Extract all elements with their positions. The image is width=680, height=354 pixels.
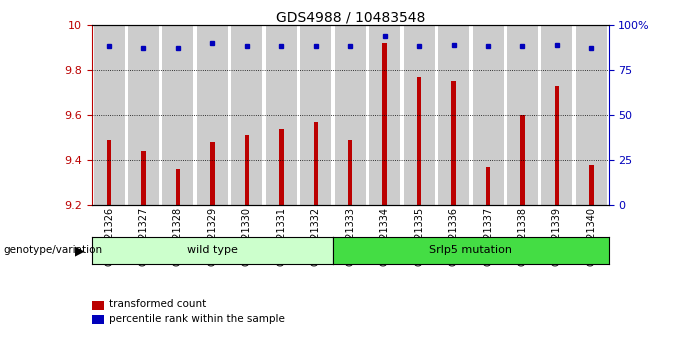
- Text: transformed count: transformed count: [109, 299, 206, 309]
- Bar: [507, 25, 538, 205]
- Bar: [94, 25, 124, 205]
- Text: genotype/variation: genotype/variation: [3, 245, 103, 256]
- Text: ▶: ▶: [75, 244, 85, 257]
- Bar: [210, 142, 215, 205]
- Bar: [473, 25, 503, 205]
- Bar: [520, 115, 525, 205]
- Bar: [163, 25, 193, 205]
- Bar: [541, 25, 573, 205]
- Bar: [348, 140, 352, 205]
- Bar: [335, 25, 366, 205]
- Bar: [231, 25, 262, 205]
- Bar: [128, 25, 159, 205]
- Bar: [245, 135, 249, 205]
- Text: Srlp5 mutation: Srlp5 mutation: [429, 245, 512, 256]
- Bar: [404, 25, 435, 205]
- Text: wild type: wild type: [187, 245, 238, 256]
- Bar: [452, 81, 456, 205]
- Bar: [279, 129, 284, 205]
- Bar: [369, 25, 400, 205]
- Bar: [313, 122, 318, 205]
- Bar: [197, 25, 228, 205]
- Bar: [438, 25, 469, 205]
- Bar: [301, 25, 331, 205]
- Bar: [417, 77, 422, 205]
- Bar: [175, 169, 180, 205]
- Bar: [486, 167, 490, 205]
- Bar: [555, 86, 559, 205]
- Bar: [576, 25, 607, 205]
- Bar: [589, 165, 594, 205]
- Text: percentile rank within the sample: percentile rank within the sample: [109, 314, 285, 324]
- Text: GDS4988 / 10483548: GDS4988 / 10483548: [275, 11, 425, 25]
- Bar: [107, 140, 112, 205]
- Bar: [382, 43, 387, 205]
- Bar: [266, 25, 296, 205]
- Bar: [141, 151, 146, 205]
